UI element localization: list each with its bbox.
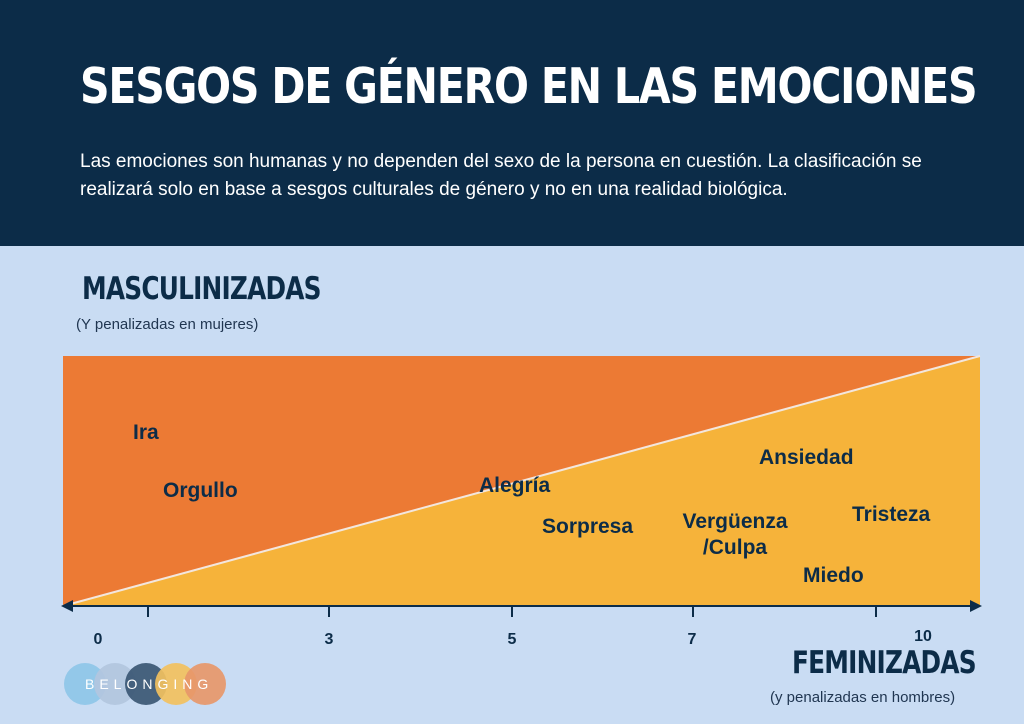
diagonal-divider bbox=[62, 355, 981, 607]
emotion-tristeza: Tristeza bbox=[852, 503, 931, 526]
emotion-ira: Ira bbox=[133, 421, 159, 444]
masculine-axis-label: MASCULINIZADAS bbox=[82, 271, 322, 307]
tick-label-7: 7 bbox=[688, 631, 697, 648]
header-banner: SESGOS DE GÉNERO EN LAS EMOCIONES Las em… bbox=[0, 0, 1024, 246]
logo-dot bbox=[184, 663, 226, 705]
tick-label-0: 0 bbox=[94, 631, 103, 648]
tick-label-3: 3 bbox=[325, 631, 334, 648]
masculine-axis-sublabel: (Y penalizadas en mujeres) bbox=[76, 316, 259, 333]
tick-label-10: 10 bbox=[914, 628, 932, 645]
emotion-sorpresa: Sorpresa bbox=[542, 515, 633, 538]
emotion-orgullo: Orgullo bbox=[163, 479, 238, 502]
emotion-miedo: Miedo bbox=[803, 564, 864, 587]
x-axis-arrow-left bbox=[61, 600, 73, 612]
x-axis-arrow-right bbox=[970, 600, 982, 612]
emotion-ansiedad: Ansiedad bbox=[759, 446, 854, 469]
belonging-logo: BELONGING bbox=[64, 663, 226, 707]
logo-text: BELONGING bbox=[85, 676, 214, 692]
page-title: SESGOS DE GÉNERO EN LAS EMOCIONES bbox=[80, 58, 978, 115]
emotion-alegria: Alegría bbox=[479, 474, 551, 497]
tick-label-5: 5 bbox=[508, 631, 517, 648]
emotion-verguenza-culpa: Vergüenza/Culpa bbox=[682, 510, 787, 559]
feminine-axis-label: FEMINIZADAS bbox=[792, 645, 977, 681]
feminine-axis-sublabel: (y penalizadas en hombres) bbox=[770, 689, 956, 706]
page-subtitle: Las emociones son humanas y no dependen … bbox=[80, 151, 922, 200]
